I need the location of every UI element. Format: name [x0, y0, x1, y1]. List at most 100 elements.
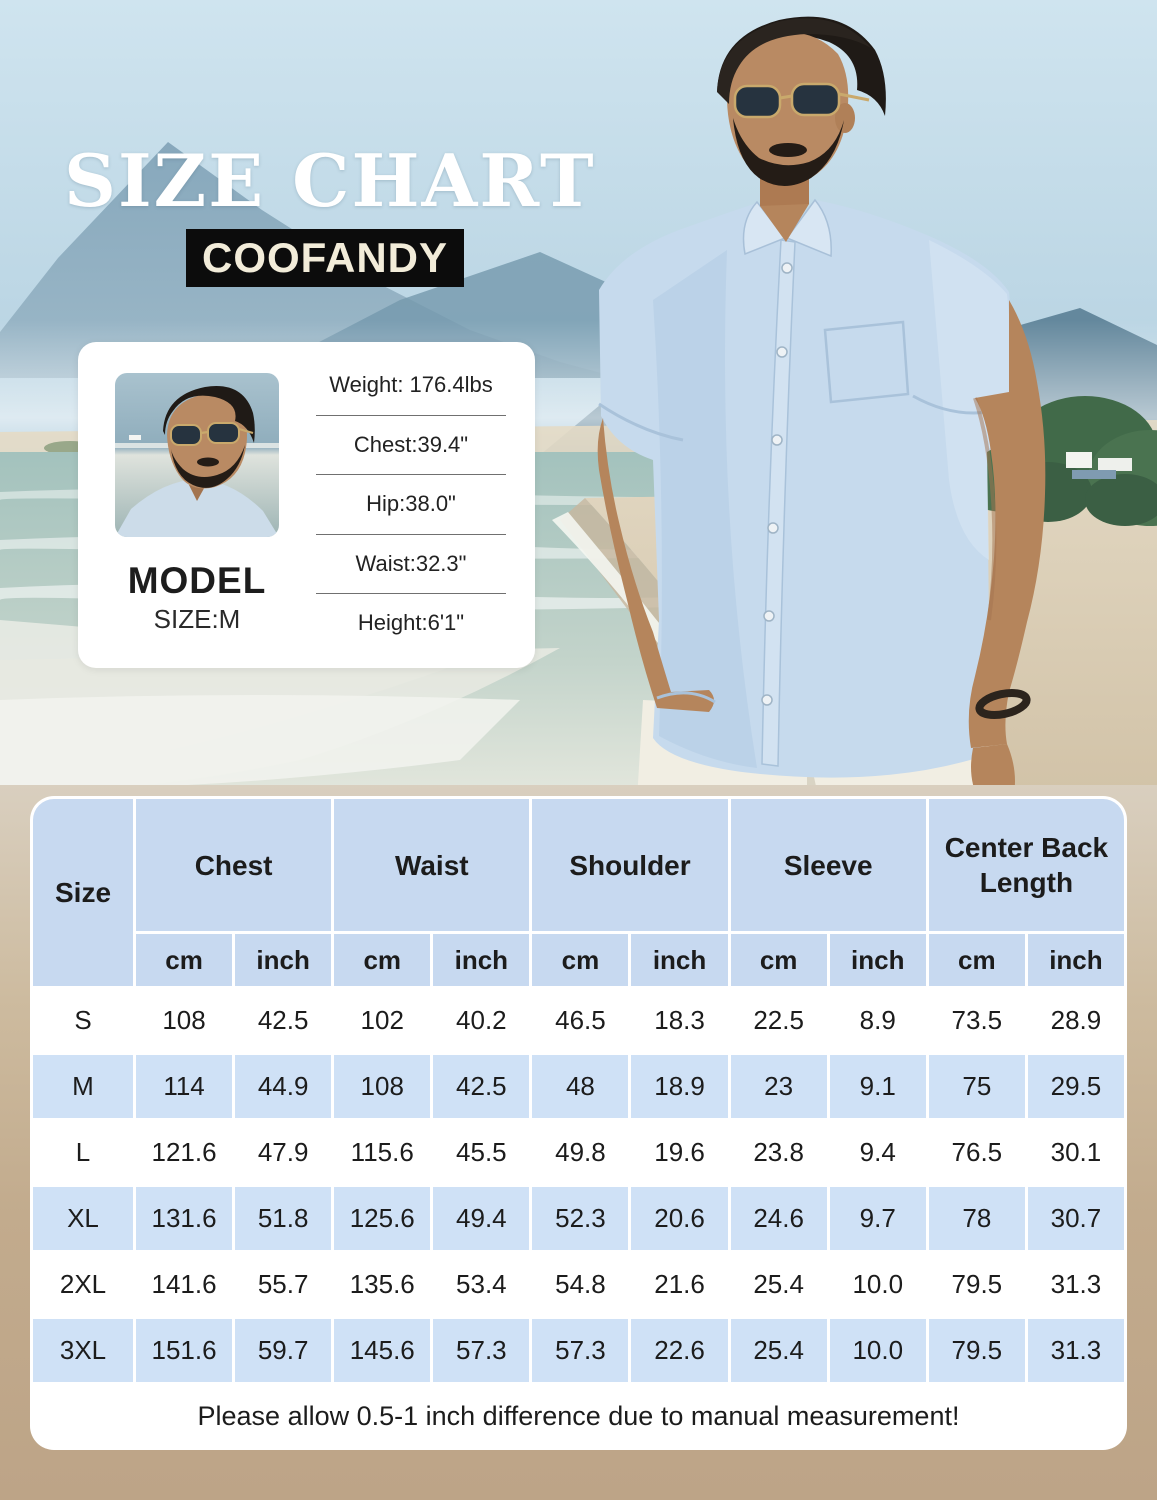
model-size-label: SIZE:M — [153, 604, 241, 634]
table-cell: 46.5 — [532, 989, 629, 1052]
table-cell: 75 — [928, 1055, 1025, 1118]
unit-header: inch — [235, 934, 332, 986]
unit-header: inch — [631, 934, 728, 986]
size-cell: M — [33, 1055, 133, 1118]
table-cell: 125.6 — [334, 1187, 431, 1250]
unit-header: inch — [433, 934, 530, 986]
left-arm — [968, 300, 1046, 748]
column-header-waist: Waist — [334, 799, 530, 931]
table-cell: 57.3 — [433, 1319, 530, 1382]
table-cell: 31.3 — [1027, 1253, 1124, 1316]
ear — [835, 103, 855, 133]
size-cell: 2XL — [33, 1253, 133, 1316]
unit-header: inch — [1027, 934, 1124, 986]
table-cell: 135.6 — [334, 1253, 431, 1316]
table-cell: 79.5 — [928, 1319, 1025, 1382]
collar-left — [742, 200, 787, 256]
arm-shading — [973, 397, 997, 621]
table-cell: 57.3 — [532, 1319, 629, 1382]
measurement-note: Please allow 0.5-1 inch difference due t… — [33, 1385, 1124, 1447]
unit-header: inch — [829, 934, 926, 986]
model-card: MODEL SIZE:M Weight: 176.4lbs Chest:39.4… — [78, 342, 535, 668]
table-cell: 29.5 — [1027, 1055, 1124, 1118]
column-header-center-back-length: Center Back Length — [928, 799, 1124, 931]
chest-pocket — [823, 320, 910, 404]
beard — [733, 118, 844, 186]
table-cell: 9.4 — [829, 1121, 926, 1184]
model-stats: Weight: 176.4lbs Chest:39.4" Hip:38.0" W… — [316, 356, 506, 653]
table-cell: 23 — [730, 1055, 827, 1118]
model-stat-waist: Waist:32.3" — [316, 535, 506, 594]
face — [727, 32, 849, 185]
size-cell: L — [33, 1121, 133, 1184]
shirt-highlight — [929, 240, 1017, 560]
size-cell: 3XL — [33, 1319, 133, 1382]
table-cell: 42.5 — [235, 989, 332, 1052]
male-model-photo — [597, 16, 1046, 800]
table-cell: 115.6 — [334, 1121, 431, 1184]
model-label: MODEL — [127, 560, 267, 601]
table-cell: 30.7 — [1027, 1187, 1124, 1250]
table-cell: 102 — [334, 989, 431, 1052]
table-cell: 28.9 — [1027, 989, 1124, 1052]
model-stat-chest: Chest:39.4" — [316, 416, 506, 475]
unit-header: cm — [532, 934, 629, 986]
table-cell: 48 — [532, 1055, 629, 1118]
table-cell: 76.5 — [928, 1121, 1025, 1184]
table-cell: 31.3 — [1027, 1319, 1124, 1382]
table-cell: 131.6 — [136, 1187, 233, 1250]
table-cell: 141.6 — [136, 1253, 233, 1316]
table-cell: 18.3 — [631, 989, 728, 1052]
table-cell: 54.8 — [532, 1253, 629, 1316]
table-cell: 78 — [928, 1187, 1025, 1250]
table-cell: 151.6 — [136, 1319, 233, 1382]
table-cell: 10.0 — [829, 1253, 926, 1316]
table-cell: 30.1 — [1027, 1121, 1124, 1184]
brand-badge: COOFANDY — [186, 229, 465, 287]
table-cell: 49.8 — [532, 1121, 629, 1184]
beach-photo-background — [0, 0, 1157, 800]
table-cell: 108 — [334, 1055, 431, 1118]
table-cell: 49.4 — [433, 1187, 530, 1250]
collar-right — [785, 198, 832, 258]
column-header-chest: Chest — [136, 799, 332, 931]
table-cell: 23.8 — [730, 1121, 827, 1184]
shirt-buttons — [761, 262, 793, 706]
table-cell: 24.6 — [730, 1187, 827, 1250]
table-cell: 45.5 — [433, 1121, 530, 1184]
unit-header: cm — [730, 934, 827, 986]
table-cell: 47.9 — [235, 1121, 332, 1184]
model-stat-hip: Hip:38.0" — [316, 475, 506, 535]
table-cell: 10.0 — [829, 1319, 926, 1382]
model-stat-weight: Weight: 176.4lbs — [316, 356, 506, 416]
bracelet — [975, 689, 1031, 719]
table-cell: 42.5 — [433, 1055, 530, 1118]
table-cell: 44.9 — [235, 1055, 332, 1118]
column-header-shoulder: Shoulder — [532, 799, 728, 931]
table-cell: 51.8 — [235, 1187, 332, 1250]
column-header-sleeve: Sleeve — [730, 799, 926, 931]
landscape-graphic — [0, 0, 1157, 800]
table-cell: 21.6 — [631, 1253, 728, 1316]
sunglasses — [733, 82, 870, 119]
pocket-slit — [656, 691, 716, 704]
shirt-shading — [653, 250, 757, 768]
surf-foam — [0, 695, 520, 790]
table-cell: 73.5 — [928, 989, 1025, 1052]
sleeve-hem — [598, 402, 684, 442]
table-cell: 145.6 — [334, 1319, 431, 1382]
head — [717, 16, 886, 186]
table-cell: 19.6 — [631, 1121, 728, 1184]
table-cell: 108 — [136, 989, 233, 1052]
size-cell: XL — [33, 1187, 133, 1250]
size-cell: S — [33, 989, 133, 1052]
size-chart-table: Size Chest Waist Shoulder Sleeve Center … — [30, 796, 1127, 1450]
table-cell: 59.7 — [235, 1319, 332, 1382]
hair-top — [717, 18, 871, 105]
table-cell: 18.9 — [631, 1055, 728, 1118]
unit-header: cm — [928, 934, 1025, 986]
table-cell: 52.3 — [532, 1187, 629, 1250]
table-cell: 9.1 — [829, 1055, 926, 1118]
right-arm — [597, 418, 714, 712]
table-cell: 40.2 — [433, 989, 530, 1052]
